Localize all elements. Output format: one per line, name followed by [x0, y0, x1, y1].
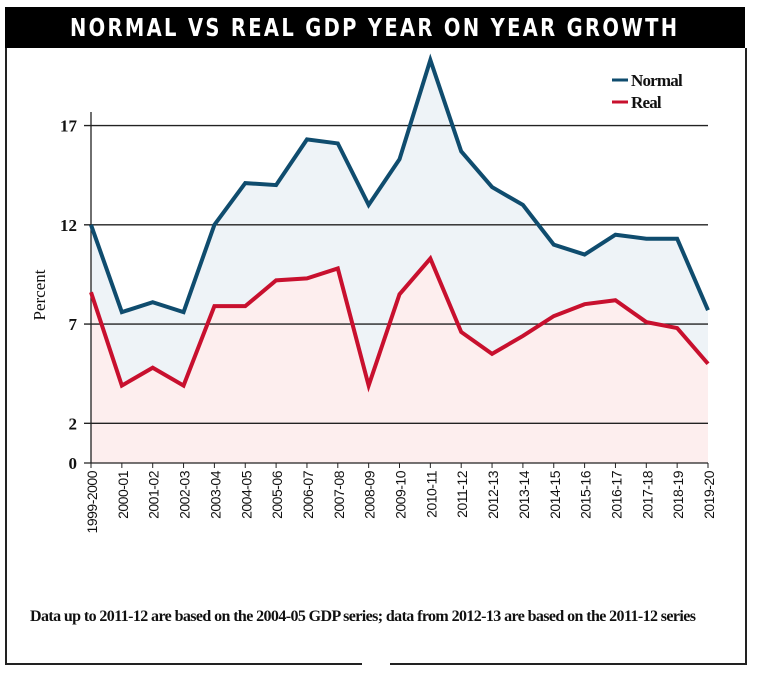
x-tick-label: 2015-16: [578, 470, 594, 519]
x-tick-label: 2013-14: [516, 470, 532, 519]
y-tick-label: 12: [60, 216, 77, 235]
footnote: Data up to 2011-12 are based on the 2004…: [30, 608, 696, 625]
y-tick-label: 7: [69, 315, 78, 334]
x-tick-label: 2014-15: [547, 470, 563, 519]
x-tick-label: 2017-18: [639, 470, 655, 519]
x-tick-label: 2016-17: [608, 470, 624, 519]
legend-label-real: Real: [631, 93, 662, 112]
y-tick-label: 0: [69, 454, 78, 473]
x-tick-label: 2006-07: [300, 470, 316, 519]
x-tick-label: 2012-13: [485, 470, 501, 519]
x-tick-label: 2003-04: [207, 470, 223, 519]
y-tick-label: 2: [69, 414, 78, 433]
x-tick-label: 2005-06: [269, 470, 285, 519]
x-tick-label: 2002-03: [177, 470, 193, 519]
y-tick-label: 17: [60, 117, 78, 136]
x-tick-label: 2009-10: [393, 470, 409, 519]
x-tick-label: 2019-20: [701, 470, 717, 519]
x-tick-label: 2001-02: [146, 470, 162, 519]
legend-label-normal: Normal: [631, 71, 683, 90]
chart-title: NORMAL VS REAL GDP YEAR ON YEAR GROWTH: [5, 7, 745, 48]
x-tick-label: 2011-12: [454, 470, 470, 518]
area-below-real: [91, 258, 708, 463]
x-tick-label: 2000-01: [115, 470, 131, 519]
chart-title-text: NORMAL VS REAL GDP YEAR ON YEAR GROWTH: [70, 13, 680, 42]
x-tick-label: 2010-11: [423, 470, 439, 518]
x-tick-label: 2008-09: [362, 470, 378, 519]
x-tick-label: 2018-19: [670, 470, 686, 519]
x-tick-label: 2007-08: [331, 470, 347, 519]
frame-gap: [362, 660, 390, 668]
x-tick-label: 2004-05: [238, 470, 254, 519]
y-axis-label: Percent: [30, 269, 49, 320]
x-tick-label: 1999-2000: [84, 470, 100, 533]
